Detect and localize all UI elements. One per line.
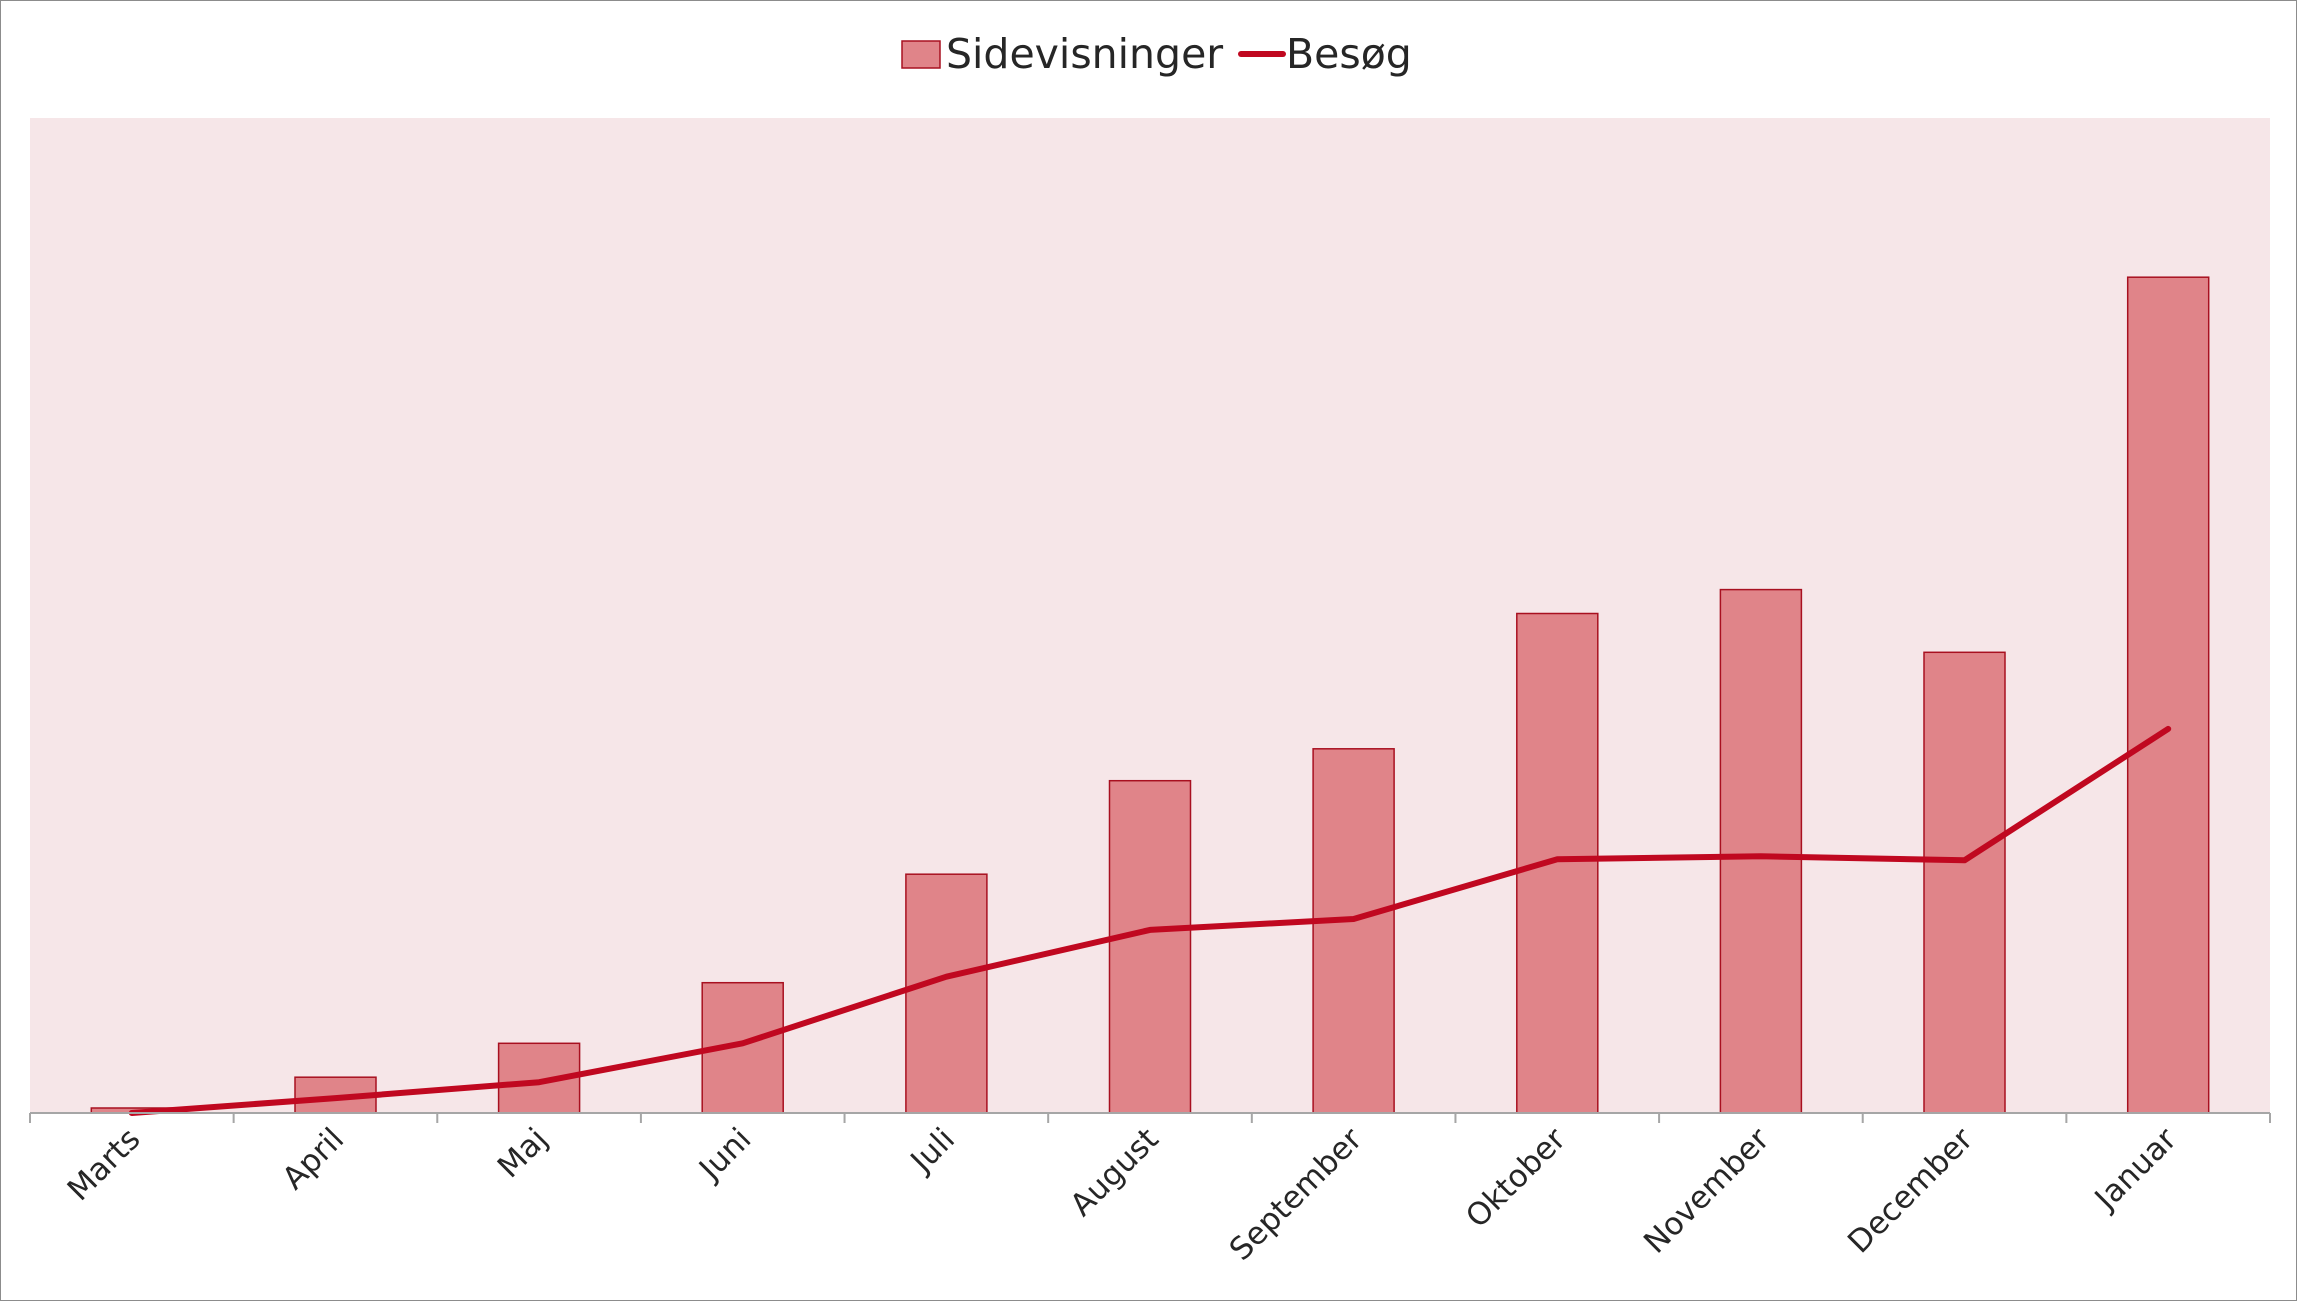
bar-oktober [1516,612,1599,1114]
x-tick-label-juli: Juli [903,1121,962,1180]
x-tick-label-november: November [1637,1121,1777,1261]
x-tick-label-september: September [1223,1121,1370,1268]
x-tick-label-august: August [1063,1121,1165,1223]
x-tick-label-oktober: Oktober [1459,1121,1573,1235]
legend-swatch-sidevisninger [901,40,941,69]
bar-juli [905,873,988,1114]
x-tick-label-januar: Januar [2087,1121,2184,1218]
x-tick-label-december: December [1841,1121,1980,1260]
legend: Sidevisninger Besøg [901,30,1412,78]
bar-november [1719,588,1803,1114]
x-tick-label-april: April [276,1121,352,1197]
legend-label-sidevisninger: Sidevisninger [946,30,1223,78]
x-axis [29,1112,2271,1123]
x-tick-label-juni: Juni [691,1121,758,1188]
line-layer [128,725,2172,1116]
x-tick-labels: Marts April Maj Juni Juli August September Okto… [61,1121,2184,1268]
bar-januar [2126,276,2210,1114]
x-tick-label-marts: Marts [61,1121,148,1208]
bar-september [1312,748,1395,1114]
bar-december [1923,651,2006,1114]
line-besog [128,725,2172,1116]
bar-august [1108,779,1192,1114]
legend-label-besog: Besøg [1286,30,1412,78]
x-tick-label-maj: Maj [491,1121,555,1185]
